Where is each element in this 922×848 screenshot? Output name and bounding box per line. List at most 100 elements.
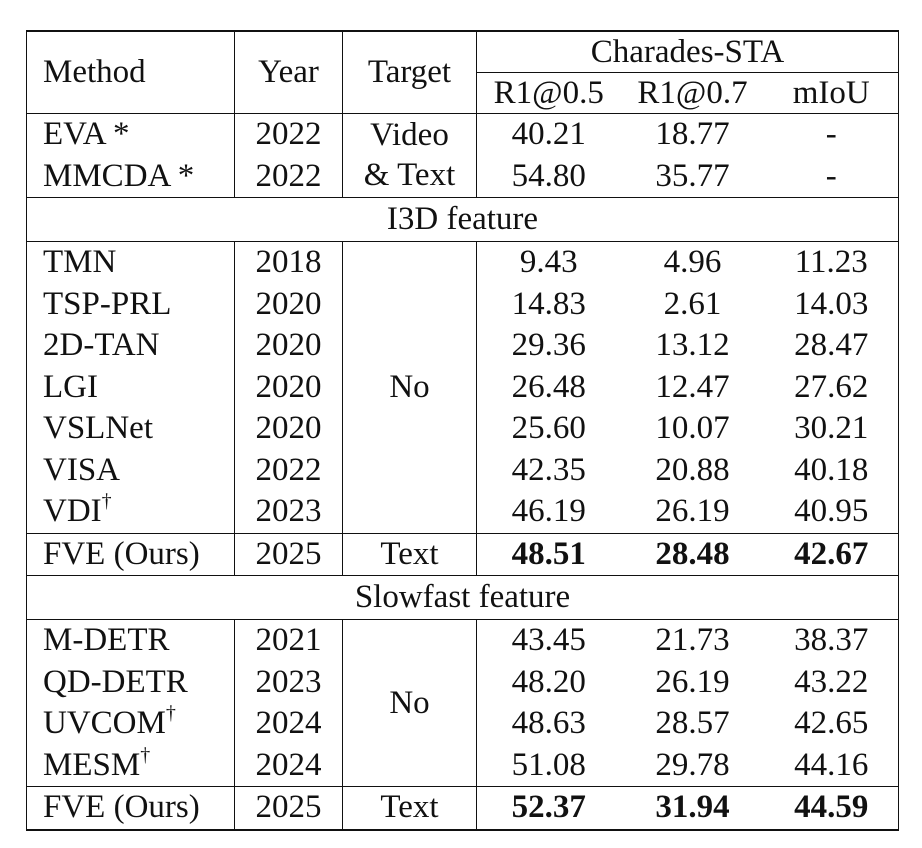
year-cell: 2022 <box>234 113 343 156</box>
year-cell: 2020 <box>234 366 343 408</box>
r1-05-cell: 25.60 <box>511 410 586 447</box>
r1-05-cell: 48.20 <box>511 663 586 700</box>
r1-05-cell: 9.43 <box>476 241 621 284</box>
r1-07-cell: 18.77 <box>620 113 765 156</box>
miou-cell: 44.59 <box>764 786 899 831</box>
table-row: MESM† 2024 51.08 29.78 44.16 <box>26 744 899 787</box>
r1-05-cell: 54.80 <box>511 157 586 194</box>
miou-cell: 30.21 <box>764 408 899 450</box>
r1-07-cell: 20.88 <box>655 451 730 488</box>
year-cell: 2022 <box>234 155 343 198</box>
table-row: EVA * 2022 Video & Text 40.21 18.77 - <box>26 113 899 198</box>
year-cell: 2023 <box>234 661 343 703</box>
r1-07-cell: 31.94 <box>620 786 765 831</box>
r1-05-cell: 26.48 <box>511 368 586 405</box>
section-header-row: I3D feature <box>26 197 899 242</box>
year-cell: 2020 <box>234 408 343 450</box>
miou-cell: 44.16 <box>764 744 899 787</box>
table-row-ours: FVE (Ours) 2025 Text 52.37 31.94 44.59 <box>26 786 899 831</box>
target-line-2: & Text <box>363 156 456 193</box>
target-cell: No <box>342 619 477 787</box>
year-cell: 2021 <box>234 619 343 662</box>
header-method: Method <box>26 30 235 114</box>
miou-cell: 40.95 <box>764 491 899 533</box>
table-row: M-DETR 2021 No 43.45 21.73 38.37 <box>26 619 899 787</box>
miou-cell: 11.23 <box>764 241 899 284</box>
target-cell: Video & Text <box>342 113 477 198</box>
table-row-ours: FVE (Ours) 2025 Text 48.51 28.48 42.67 <box>26 532 899 576</box>
r1-05-cell: 40.21 <box>476 113 621 156</box>
table-row: VDI† 2023 46.19 26.19 40.95 <box>26 491 899 533</box>
r1-07-cell: 35.77 <box>655 157 730 194</box>
header-row-1: Method Year Target Charades-STA <box>26 30 899 114</box>
miou-cell: 43.22 <box>764 661 899 703</box>
year-cell: 2025 <box>234 786 343 831</box>
r1-07-cell: 26.19 <box>655 663 730 700</box>
header-dataset: Charades-STA <box>476 30 899 73</box>
year-cell: 2022 <box>234 449 343 491</box>
r1-05-cell: 14.83 <box>511 285 586 322</box>
target-cell: No <box>342 241 477 533</box>
miou-cell: 28.47 <box>764 325 899 367</box>
miou-cell: 38.37 <box>764 619 899 662</box>
r1-07-cell: 12.47 <box>655 368 730 405</box>
year-cell: 2020 <box>234 325 343 367</box>
header-row-2: R1@0.5 R1@0.7 mIoU <box>27 72 899 114</box>
r1-07-cell: 28.57 <box>655 705 730 742</box>
r1-05-cell: 46.19 <box>511 493 586 530</box>
header-metric-miou: mIoU <box>764 72 899 114</box>
table-row: QD-DETR 2023 48.20 26.19 43.22 <box>26 661 899 703</box>
table-row: VSLNet 2020 25.60 10.07 30.21 <box>26 408 899 450</box>
header-metric-r1-05: R1@0.5 <box>493 74 604 111</box>
table-row: VISA 2022 42.35 20.88 40.18 <box>26 449 899 491</box>
section-header-row: Slowfast feature <box>26 575 899 620</box>
r1-05-cell: 52.37 <box>476 786 621 831</box>
year-cell: 2024 <box>234 703 343 745</box>
r1-05-cell: 29.36 <box>511 327 586 364</box>
table-row: MMCDA * 2022 54.80 35.77 - <box>26 155 899 198</box>
target-line-1: Video <box>370 116 449 153</box>
target-cell: Text <box>342 786 477 831</box>
method-cell: VISA <box>26 449 235 491</box>
method-cell: FVE (Ours) <box>26 532 235 576</box>
year-cell: 2025 <box>234 532 343 576</box>
miou-cell: - <box>764 113 899 156</box>
method-cell: 2D-TAN <box>26 325 235 367</box>
section-title-slowfast: Slowfast feature <box>26 575 899 620</box>
header-year: Year <box>234 30 343 114</box>
r1-07-cell: 10.07 <box>655 410 730 447</box>
r1-05-cell: 51.08 <box>511 746 586 783</box>
table-row: UVCOM† 2024 48.63 28.57 42.65 <box>26 703 899 745</box>
miou-cell: 14.03 <box>764 283 899 325</box>
year-cell: 2018 <box>234 241 343 284</box>
r1-05-cell: 42.35 <box>511 451 586 488</box>
method-cell: FVE (Ours) <box>26 786 235 831</box>
method-cell: EVA * <box>26 113 235 156</box>
r1-07-cell: 29.78 <box>655 746 730 783</box>
r1-07-cell: 2.61 <box>663 285 722 322</box>
header-metric-r1-07: R1@0.7 <box>637 74 748 111</box>
results-table: Method Year Target Charades-STA R1@0.5 R… <box>26 30 899 831</box>
table-row: TMN 2018 No 9.43 4.96 11.23 <box>26 241 899 533</box>
method-cell: M-DETR <box>26 619 235 662</box>
target-cell: Text <box>342 532 477 576</box>
r1-05-cell: 48.51 <box>476 532 621 576</box>
year-cell: 2024 <box>234 744 343 787</box>
table-row: TSP-PRL 2020 14.83 2.61 14.03 <box>26 283 899 325</box>
method-cell: MESM† <box>26 744 235 787</box>
method-cell: VDI† <box>26 491 235 533</box>
miou-cell: 40.18 <box>764 449 899 491</box>
miou-cell: - <box>764 155 899 198</box>
r1-07-cell: 21.73 <box>620 619 765 662</box>
r1-07-cell: 28.48 <box>620 532 765 576</box>
year-cell: 2023 <box>234 491 343 533</box>
r1-05-cell: 43.45 <box>476 619 621 662</box>
method-cell: QD-DETR <box>26 661 235 703</box>
r1-07-cell: 13.12 <box>655 327 730 364</box>
table-row: LGI 2020 26.48 12.47 27.62 <box>26 366 899 408</box>
header-target: Target <box>342 30 477 114</box>
method-cell: TSP-PRL <box>26 283 235 325</box>
year-cell: 2020 <box>234 283 343 325</box>
r1-07-cell: 4.96 <box>620 241 765 284</box>
miou-cell: 42.65 <box>764 703 899 745</box>
